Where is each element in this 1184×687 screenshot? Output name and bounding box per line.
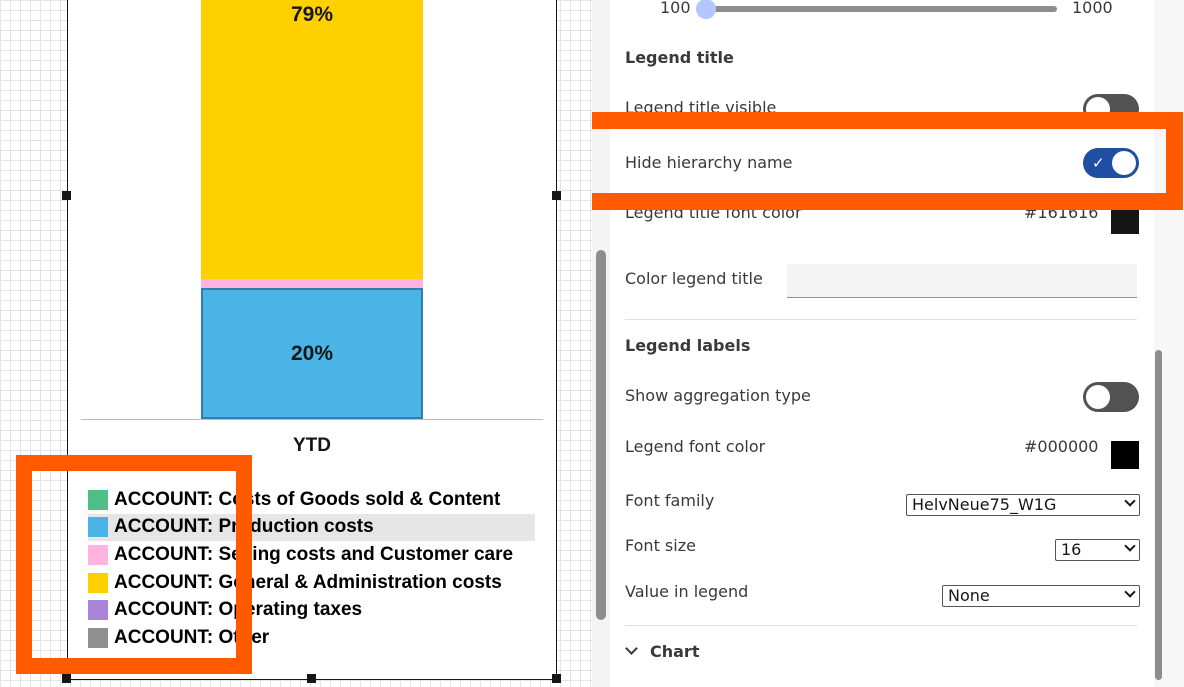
resize-handle-right[interactable] bbox=[552, 191, 561, 200]
chart-widget[interactable]: 79% 20% YTD ACCOUNT: Costs of Goods sold… bbox=[67, 0, 557, 680]
legend-title-font-color-label: Legend title font color bbox=[625, 203, 802, 222]
toggle-knob bbox=[1112, 151, 1136, 175]
chevron-down-icon bbox=[1124, 540, 1136, 552]
resize-handle-left[interactable] bbox=[62, 191, 71, 200]
chevron-down-icon bbox=[1124, 495, 1136, 507]
legend-label: ACCOUNT: General & Administration costs bbox=[114, 571, 502, 593]
legend-swatch bbox=[88, 627, 108, 648]
legend-item[interactable]: ACCOUNT: Costs of Goods sold & Content bbox=[88, 486, 535, 514]
toggle-knob bbox=[1086, 97, 1110, 121]
legend-swatch bbox=[88, 600, 108, 621]
font-size-label: Font size bbox=[625, 536, 696, 555]
legend-label: ACCOUNT: Production costs bbox=[114, 516, 374, 538]
legend-swatch bbox=[88, 544, 108, 565]
bar-segment-label: 79% bbox=[290, 3, 334, 26]
legend-item[interactable]: ACCOUNT: Selling costs and Customer care bbox=[88, 541, 535, 569]
hide-hierarchy-name-toggle[interactable]: ✓ bbox=[1083, 148, 1139, 178]
scrollbar-thumb[interactable] bbox=[596, 250, 606, 620]
font-family-select[interactable]: HelvNeue75_W1G bbox=[906, 494, 1140, 516]
legend-label: ACCOUNT: Operating taxes bbox=[114, 599, 363, 621]
legend-font-color-swatch[interactable] bbox=[1111, 441, 1139, 469]
bar-segment-selling[interactable] bbox=[201, 279, 423, 288]
x-axis-category-label: YTD bbox=[293, 435, 331, 456]
show-aggregation-type-label: Show aggregation type bbox=[625, 386, 811, 405]
legend-label: ACCOUNT: Selling costs and Customer care bbox=[114, 543, 514, 565]
legend-item[interactable]: ACCOUNT: General & Administration costs bbox=[88, 569, 535, 597]
size-slider[interactable] bbox=[592, 0, 1184, 20]
toggle-knob bbox=[1086, 385, 1110, 409]
chart-section-header[interactable]: Chart bbox=[622, 640, 922, 668]
legend-font-color-label: Legend font color bbox=[625, 437, 766, 456]
legend-title-visible-label: Legend title visible bbox=[625, 98, 777, 117]
legend-item[interactable]: ACCOUNT: Operating taxes bbox=[88, 596, 535, 624]
chevron-down-icon bbox=[1124, 586, 1136, 598]
legend-title-color-swatch[interactable] bbox=[1111, 206, 1139, 234]
select-value: None bbox=[948, 586, 990, 605]
legend-swatch bbox=[88, 572, 108, 593]
value-in-legend-label: Value in legend bbox=[625, 582, 749, 601]
slider-thumb[interactable] bbox=[696, 0, 716, 19]
legend-label: ACCOUNT: Other bbox=[114, 626, 270, 648]
checkmark-icon: ✓ bbox=[1092, 154, 1105, 172]
section-divider bbox=[625, 319, 1137, 320]
section-legend-title: Legend title bbox=[625, 48, 734, 67]
section-chart-label: Chart bbox=[650, 642, 700, 661]
x-axis-line bbox=[81, 419, 543, 420]
select-value: HelvNeue75_W1G bbox=[912, 495, 1057, 514]
color-legend-title-input[interactable] bbox=[787, 264, 1137, 298]
font-size-select[interactable]: 16 bbox=[1055, 539, 1140, 561]
resize-handle-bottom[interactable] bbox=[307, 674, 316, 683]
value-in-legend-select[interactable]: None bbox=[942, 585, 1140, 607]
properties-panel: 100 1000 Legend title Legend title visib… bbox=[592, 0, 1184, 687]
legend-swatch bbox=[88, 489, 108, 510]
legend-title-visible-toggle[interactable] bbox=[1083, 94, 1139, 124]
resize-handle-bottom-right[interactable] bbox=[552, 674, 561, 683]
color-legend-title-label: Color legend title bbox=[625, 269, 763, 288]
slider-max-label: 1000 bbox=[1072, 0, 1113, 17]
chevron-down-icon bbox=[625, 642, 638, 655]
select-value: 16 bbox=[1061, 540, 1082, 559]
legend-item[interactable]: ACCOUNT: Production costs bbox=[88, 513, 535, 542]
legend-item[interactable]: ACCOUNT: Other bbox=[88, 624, 535, 652]
section-divider bbox=[625, 625, 1137, 626]
legend-title-font-color-value: #161616 bbox=[1024, 203, 1099, 222]
bar-segment-production[interactable]: 20% bbox=[201, 288, 423, 419]
scrollbar-thumb[interactable] bbox=[1155, 350, 1162, 680]
legend-swatch bbox=[88, 517, 108, 538]
slider-min-label: 100 bbox=[660, 0, 691, 17]
bar-segment-label: 20% bbox=[290, 341, 334, 365]
resize-handle-bottom-left[interactable] bbox=[62, 674, 71, 683]
slider-track[interactable] bbox=[707, 6, 1057, 12]
hide-hierarchy-name-label: Hide hierarchy name bbox=[625, 153, 793, 172]
section-legend-labels: Legend labels bbox=[625, 336, 751, 355]
report-canvas: 79% 20% YTD ACCOUNT: Costs of Goods sold… bbox=[0, 0, 592, 687]
legend-label: ACCOUNT: Costs of Goods sold & Content bbox=[114, 488, 501, 510]
show-aggregation-type-toggle[interactable] bbox=[1083, 382, 1139, 412]
chart-legend: ACCOUNT: Costs of Goods sold & Content A… bbox=[88, 486, 535, 652]
legend-font-color-value: #000000 bbox=[1024, 437, 1099, 456]
font-family-label: Font family bbox=[625, 491, 715, 510]
bar-segment-general-admin[interactable]: 79% bbox=[201, 0, 423, 279]
